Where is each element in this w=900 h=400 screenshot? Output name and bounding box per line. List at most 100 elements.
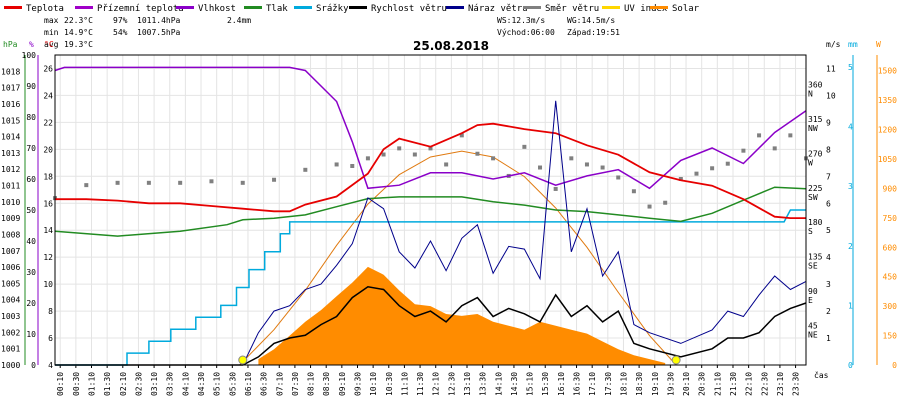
wind-dir-point-19 [491,156,496,161]
axis-unit-pct: % [29,40,34,49]
x-tick-label-44: 22:10 [745,372,754,396]
x-tick-label-3: 01:30 [103,372,112,396]
legend-swatch-9 [650,6,668,9]
wind-dir-point-14 [412,152,417,157]
x-tick-label-13: 06:30 [260,372,269,396]
hpa-tick-1010: 1010 [1,198,20,207]
x-tick-label-43: 21:30 [729,372,738,396]
legend-label-2: Vlhkost [198,4,236,14]
axis-unit-ms: m/s [826,40,841,49]
x-tick-label-31: 15:30 [541,372,550,396]
wind-dir-point-13 [397,146,402,151]
legend-label-7: Směr větru [545,4,599,14]
hpa-tick-1003: 1003 [1,312,20,321]
deg-tick-135: 135 [808,253,823,262]
degc-tick-22: 22 [43,118,53,127]
wind-dir-point-4 [178,180,183,185]
deg-tick-225: 225 [808,184,823,193]
wind-dir-point-24 [569,156,574,161]
ms-tick-4: 4 [826,253,831,262]
stat-max-press: 1011.4hPa [137,16,181,25]
ms-tick-10: 10 [826,91,836,100]
stat-avg-label: avg [44,40,59,49]
hpa-tick-1012: 1012 [1,165,20,174]
x-tick-label-0: 00:10 [56,372,65,396]
pct-tick-90: 90 [26,82,36,91]
stat-min-hum: 54% [113,28,128,37]
degc-tick-16: 16 [43,199,53,208]
chart-plots [53,66,808,366]
x-tick-label-32: 16:10 [557,372,566,396]
wm2-tick-900: 900 [883,184,898,193]
wind-dir-point-11 [365,156,370,161]
pct-tick-10: 10 [26,330,36,339]
x-tick-label-11: 05:30 [228,372,237,396]
mm-tick-1: 1 [848,301,853,310]
stat-min-temp: 14.9°C [64,28,93,37]
legend-label-9: Solar [672,4,700,14]
gust-line [55,100,807,366]
wind-dir-point-35 [741,148,746,153]
legend-label-8: UV index [624,4,668,14]
wind-dir-point-34 [725,161,730,166]
x-tick-label-15: 07:30 [291,372,300,396]
pct-tick-50: 50 [26,206,36,215]
deg-dir-180: S [808,227,813,236]
x-tick-label-30: 15:10 [526,372,535,396]
legend-swatch-3 [244,6,262,9]
x-tick-label-4: 02:10 [119,372,128,396]
wm2-tick-1350: 1350 [878,96,897,105]
wind-dir-point-23 [553,186,558,191]
x-tick-label-21: 10:30 [385,372,394,396]
x-tick-label-39: 19:30 [666,372,675,396]
x-tick-label-20: 10:10 [369,372,378,396]
wind-dir-point-29 [647,204,652,209]
chart-stats: max 22.3°C 97% 1011.4hPa 2.4mm min 14.9°… [44,16,620,49]
wind-dir-point-25 [584,162,589,167]
wind-dir-point-7 [272,177,277,182]
axis-unit-mm: mm [848,40,858,49]
wind-speed-line [55,286,807,366]
hpa-tick-1004: 1004 [1,296,20,305]
wind-dir-point-30 [663,200,668,205]
wm2-tick-1050: 1050 [878,155,897,164]
humidity-line [54,66,807,190]
degc-tick-8: 8 [48,307,53,316]
deg-dir-270: W [808,158,813,167]
wind-dir-point-32 [694,171,699,176]
x-tick-label-28: 14:10 [494,372,503,396]
deg-dir-360: N [808,89,813,98]
pct-tick-70: 70 [26,144,36,153]
degc-tick-24: 24 [43,91,53,100]
degc-tick-18: 18 [43,172,53,181]
wind-dir-point-27 [616,175,621,180]
legend-label-3: Tlak [266,4,288,14]
wind-dir-point-3 [146,180,151,185]
wm2-tick-750: 750 [883,214,898,223]
stat-max-hum: 97% [113,16,128,25]
wm2-tick-450: 450 [883,273,898,282]
pct-tick-30: 30 [26,268,36,277]
deg-tick-315: 315 [808,115,823,124]
x-tick-label-26: 13:10 [463,372,472,396]
x-tick-label-6: 03:10 [150,372,159,396]
deg-tick-45: 45 [808,322,818,331]
rain-line [55,209,806,366]
chart-axes: 00:10 00:30 01:10 01:30 02:10 02:30 03:10 03:30… [1,40,897,396]
ms-tick-2: 2 [826,307,831,316]
stat-max-temp: 22.3°C [64,16,93,25]
deg-dir-135: SE [808,262,818,271]
stat-wind-speed: WS:12.3m/s [497,16,545,25]
wind-dir-point-18 [475,151,480,156]
wind-dir-point-5 [209,179,214,184]
solar-max-line [239,150,677,366]
mm-tick-0: 0 [848,361,853,370]
legend-swatch-7 [523,6,541,9]
ms-tick-7: 7 [826,172,831,181]
deg-dir-90: E [808,296,813,305]
hpa-tick-1013: 1013 [1,149,20,158]
temperature-line [55,122,806,219]
hpa-tick-1008: 1008 [1,230,20,239]
stat-sunrise: Východ:06:00 [497,28,555,37]
